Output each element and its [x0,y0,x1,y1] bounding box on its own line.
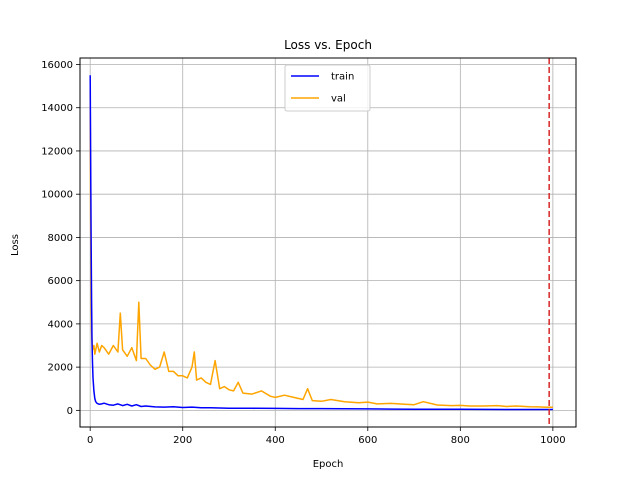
y-tick-label: 12000 [41,146,73,157]
x-tick-label: 400 [266,435,285,446]
y-axis-title: Loss [10,234,21,256]
chart-title: Loss vs. Epoch [284,38,372,52]
x-tick-label: 1000 [540,435,565,446]
y-tick-label: 6000 [48,276,73,287]
x-tick-label: 600 [358,435,377,446]
x-tick-label: 800 [451,435,470,446]
legend-label-train: train [331,72,354,83]
legend-box [284,64,371,112]
legend-label-val: val [331,94,346,105]
x-tick-label: 0 [87,435,93,446]
series-line-val [89,90,553,409]
y-tick-label: 10000 [41,190,73,201]
series-layer [89,75,553,411]
x-axis-title: Epoch [313,459,344,470]
y-tick-label: 4000 [48,319,73,330]
legend: train val [284,64,371,112]
y-tick-label: 8000 [48,233,73,244]
y-tick-label: 0 [67,406,73,417]
x-tick-label: 200 [173,435,192,446]
ticks: 0 200 400 600 800 100002000400060008000100001… [41,60,565,446]
y-tick-label: 16000 [41,60,73,71]
plot-frame [79,57,577,428]
y-tick-label: 2000 [48,363,73,374]
series-line-train [89,75,553,411]
y-tick-label: 14000 [41,103,73,114]
